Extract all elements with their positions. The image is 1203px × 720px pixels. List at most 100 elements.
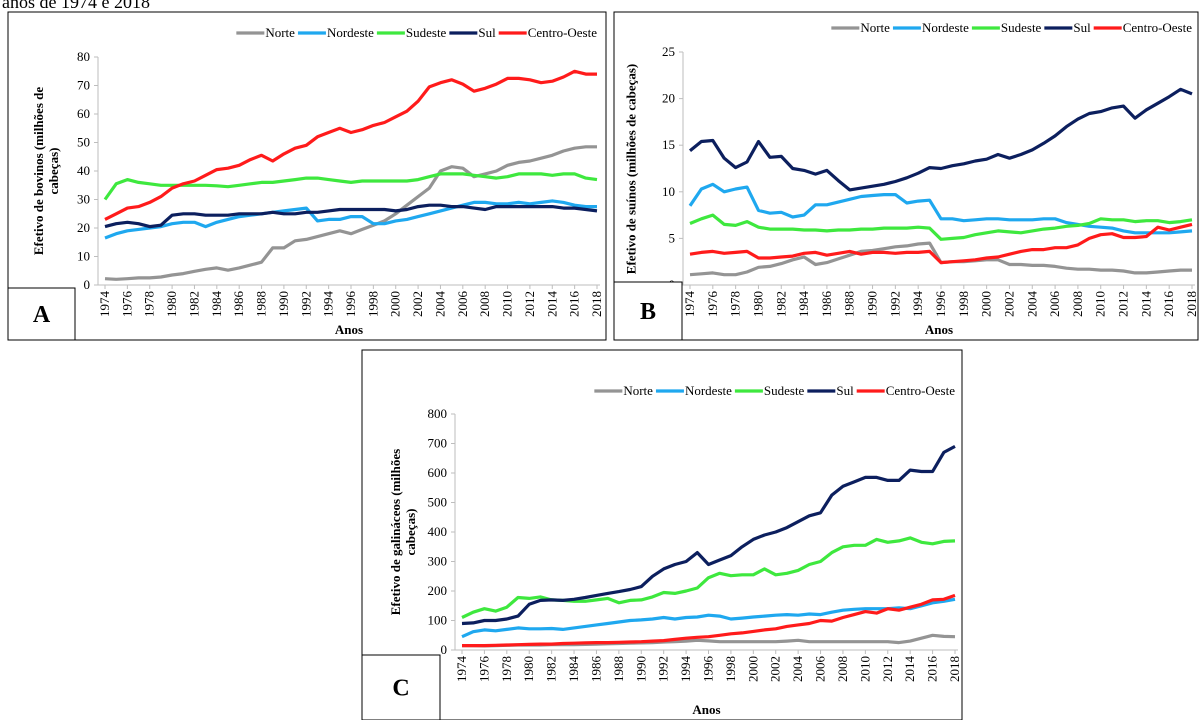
- x-tick-label: 1984: [796, 291, 811, 318]
- x-tick-label: 1992: [656, 656, 671, 682]
- y-tick-label: 20: [77, 220, 90, 235]
- x-tick-label: 1998: [365, 291, 380, 317]
- x-tick-label: 2010: [857, 656, 872, 682]
- legend-label: Nordeste: [922, 20, 969, 35]
- panel-frame: [7, 11, 607, 341]
- panel-label: A: [33, 302, 51, 328]
- x-tick-label: 1998: [956, 291, 971, 317]
- x-tick-label: 1990: [865, 291, 880, 317]
- y-tick-label: 10: [662, 184, 675, 199]
- panel-frame: [613, 11, 1199, 341]
- y-axis-title: Efetivo de galináceos (milhões cabeças): [388, 448, 418, 616]
- series-line: [462, 593, 956, 648]
- series-line: [104, 69, 597, 221]
- legend-label: Centro-Oeste: [528, 25, 598, 40]
- y-tick-label: 50: [77, 135, 90, 150]
- x-tick-label: 1994: [321, 291, 336, 318]
- x-tick-label: 1998: [723, 656, 738, 682]
- x-tick-label: 1988: [254, 291, 269, 317]
- x-tick-label: 1988: [842, 291, 857, 317]
- x-tick-label: 1994: [910, 291, 925, 318]
- y-tick-label: 80: [77, 49, 90, 64]
- y-tick-label: 40: [77, 163, 90, 178]
- x-tick-label: 2006: [455, 291, 470, 318]
- y-tick-label: 100: [428, 613, 448, 628]
- panel-label-box: [613, 281, 683, 341]
- x-tick-label: 2008: [835, 656, 850, 682]
- x-tick-label: 1990: [633, 656, 648, 682]
- legend-label: Norte: [265, 25, 295, 40]
- x-tick-label: 1986: [588, 656, 603, 683]
- panel-label-box: [361, 654, 441, 720]
- x-tick-label: 1978: [499, 656, 514, 682]
- legend-label: Sul: [478, 25, 496, 40]
- x-tick-label: 1976: [705, 291, 720, 318]
- x-tick-label: 1976: [476, 656, 491, 683]
- series-line: [461, 536, 956, 619]
- x-tick-label: 1982: [186, 291, 201, 317]
- x-tick-label: 2016: [925, 656, 940, 683]
- x-tick-label: 1986: [819, 291, 834, 318]
- x-tick-label: 1980: [750, 291, 765, 317]
- series-line: [104, 145, 597, 281]
- legend-label: Nordeste: [685, 383, 732, 398]
- x-tick-label: 2014: [902, 656, 917, 683]
- x-tick-label: 1992: [298, 291, 313, 317]
- x-tick-label: 1978: [728, 291, 743, 317]
- y-axis-title: Efetivo de suínos (milhões de cabeças): [623, 63, 639, 274]
- x-tick-label: 1974: [97, 291, 112, 318]
- series-line: [103, 172, 598, 201]
- y-tick-label: 15: [662, 137, 675, 152]
- x-tick-label: 2000: [745, 656, 760, 682]
- x-tick-label: 2010: [1093, 291, 1108, 317]
- x-tick-label: 2014: [544, 291, 559, 318]
- legend-label: Sudeste: [406, 25, 447, 40]
- x-tick-label: 1990: [276, 291, 291, 317]
- y-tick-label: 10: [77, 249, 90, 264]
- x-tick-label: 2010: [500, 291, 515, 317]
- x-tick-label: 2006: [813, 656, 828, 683]
- x-tick-label: 2008: [477, 291, 492, 317]
- x-tick-label: 2008: [1070, 291, 1085, 317]
- x-tick-label: 2012: [522, 291, 537, 317]
- series-line: [688, 182, 1193, 235]
- y-tick-label: 70: [77, 78, 90, 93]
- x-tick-label: 1994: [678, 656, 693, 683]
- y-axis-title: Efetivo de bovinos (milhões de cabeças): [31, 86, 61, 256]
- x-tick-label: 2000: [388, 291, 403, 317]
- caption-fragment: anos de 1974 e 2018: [2, 0, 150, 12]
- panel-label-box: [7, 287, 76, 341]
- y-tick-label: 5: [669, 230, 676, 245]
- legend-label: Centro-Oeste: [1123, 20, 1193, 35]
- x-tick-label: 1980: [164, 291, 179, 317]
- x-tick-label: 2004: [432, 291, 447, 318]
- x-tick-label: 1976: [119, 291, 134, 318]
- x-axis-title: Anos: [692, 702, 720, 717]
- legend-label: Nordeste: [327, 25, 374, 40]
- x-tick-label: 1982: [773, 291, 788, 317]
- y-tick-label: 30: [77, 192, 90, 207]
- x-tick-label: 1974: [682, 291, 697, 318]
- y-tick-label: 60: [77, 106, 90, 121]
- series-line: [104, 199, 597, 240]
- x-tick-label: 2016: [1161, 291, 1176, 318]
- series-line: [688, 87, 1193, 192]
- x-tick-label: 2004: [1024, 291, 1039, 318]
- legend-label: Norte: [860, 20, 890, 35]
- legend-label: Sudeste: [764, 383, 805, 398]
- y-tick-label: 0: [441, 642, 448, 657]
- x-tick-label: 1992: [887, 291, 902, 317]
- x-tick-label: 2016: [567, 291, 582, 318]
- x-tick-label: 1996: [701, 656, 716, 683]
- series-line: [461, 597, 956, 639]
- y-tick-label: 300: [428, 554, 448, 569]
- y-tick-label: 400: [428, 524, 448, 539]
- y-tick-label: 25: [662, 44, 675, 59]
- legend-label: Norte: [623, 383, 653, 398]
- x-tick-label: 1980: [521, 656, 536, 682]
- y-tick-label: 200: [428, 583, 448, 598]
- x-tick-label: 1996: [933, 291, 948, 318]
- series-line: [689, 222, 1193, 265]
